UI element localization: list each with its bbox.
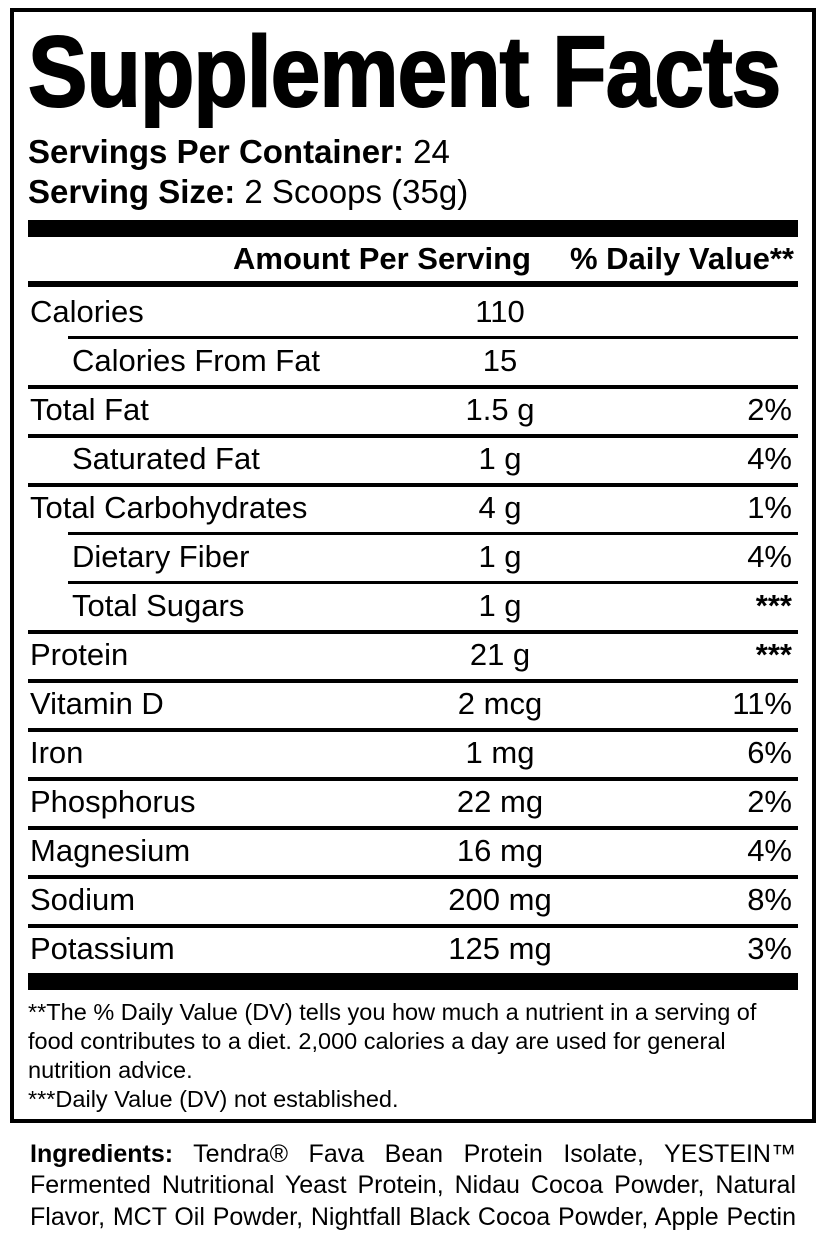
- row-daily-value: 1%: [747, 489, 792, 525]
- row-amount: 110: [475, 293, 525, 329]
- row-amount: 22 mg: [456, 783, 544, 819]
- row-amount: 1 mg: [465, 734, 535, 770]
- table-row: Iron 1 mg 6%: [28, 728, 798, 777]
- row-amount: 16 mg: [456, 832, 544, 868]
- serving-size-line: Serving Size: 2 Scoops (35g): [28, 172, 798, 212]
- daily-value-footnote: **The % Daily Value (DV) tells you how m…: [28, 999, 757, 1084]
- row-amount: 2 mcg: [457, 685, 543, 721]
- table-row: Total Carbohydrates 4 g 1%: [28, 483, 798, 532]
- row-label: Potassium: [30, 930, 175, 966]
- row-amount: 4 g: [478, 489, 522, 525]
- nutrient-table: Calories 110 Calories From Fat 15 Total …: [28, 287, 798, 973]
- table-row: Total Fat 1.5 g 2%: [28, 385, 798, 434]
- row-label: Calories: [30, 293, 144, 329]
- table-row: Dietary Fiber 1 g 4%: [28, 532, 798, 581]
- row-daily-value: 3%: [747, 930, 792, 966]
- table-row: Calories From Fat 15: [28, 336, 798, 385]
- row-amount: 200 mg: [448, 881, 552, 917]
- table-header-row: Amount Per Serving % Daily Value**: [28, 237, 798, 287]
- row-label: Total Sugars: [72, 587, 245, 623]
- table-row: Sodium 200 mg 8%: [28, 875, 798, 924]
- row-daily-value: 4%: [747, 440, 792, 476]
- row-label: Sodium: [30, 881, 136, 917]
- row-amount: 15: [482, 342, 518, 378]
- row-amount: 1 g: [478, 538, 522, 574]
- serving-info: Servings Per Container: 24 Serving Size:…: [28, 132, 798, 212]
- daily-value-header: % Daily Value**: [569, 241, 794, 276]
- row-daily-value: 11%: [732, 685, 792, 721]
- row-label: Protein: [30, 636, 129, 672]
- table-row: Calories 110: [28, 287, 798, 336]
- row-label: Dietary Fiber: [72, 538, 250, 574]
- ingredients-text: Tendra® Fava Bean Protein Isolate, YESTE…: [30, 1139, 796, 1236]
- table-row: Saturated Fat 1 g 4%: [28, 434, 798, 483]
- table-row: Magnesium 16 mg 4%: [28, 826, 798, 875]
- serving-size-value: 2 Scoops (35g): [244, 173, 469, 210]
- table-row: Potassium 125 mg 3%: [28, 924, 798, 973]
- table-row: Phosphorus 22 mg 2%: [28, 777, 798, 826]
- row-label: Magnesium: [30, 832, 191, 868]
- row-amount: 125 mg: [448, 930, 552, 966]
- row-amount: 1 g: [478, 440, 522, 476]
- not-established-footnote: ***Daily Value (DV) not established.: [28, 1086, 399, 1113]
- row-label: Saturated Fat: [72, 440, 260, 476]
- row-daily-value: 4%: [747, 538, 792, 574]
- row-daily-value: 4%: [747, 832, 792, 868]
- table-row: Vitamin D 2 mcg 11%: [28, 679, 798, 728]
- row-label: Phosphorus: [30, 783, 196, 819]
- ingredients-paragraph: Ingredients: Tendra® Fava Bean Protein I…: [30, 1139, 796, 1236]
- ingredients-label: Ingredients:: [30, 1139, 174, 1168]
- row-daily-value: 8%: [747, 881, 792, 917]
- servings-per-container-label: Servings Per Container:: [28, 133, 404, 170]
- row-amount: 1 g: [478, 587, 522, 623]
- row-daily-value: 2%: [747, 391, 792, 427]
- row-label: Vitamin D: [30, 685, 164, 721]
- row-amount: 1.5 g: [465, 391, 535, 427]
- row-daily-value: 2%: [747, 783, 792, 819]
- row-label: Total Fat: [30, 391, 149, 427]
- serving-size-label: Serving Size:: [28, 173, 236, 210]
- row-daily-value: ***: [755, 636, 792, 672]
- table-row: Protein 21 g ***: [28, 630, 798, 679]
- row-label: Calories From Fat: [72, 342, 321, 378]
- amount-per-serving-header: Amount Per Serving: [233, 241, 531, 276]
- servings-per-container-line: Servings Per Container: 24: [28, 132, 798, 172]
- bottom-divider-bar: [28, 973, 798, 990]
- row-amount: 21 g: [469, 636, 531, 672]
- top-divider-bar: [28, 220, 798, 237]
- row-label: Total Carbohydrates: [30, 489, 308, 525]
- row-daily-value: ***: [755, 587, 792, 623]
- supplement-facts-panel: Supplement Facts Servings Per Container:…: [10, 8, 816, 1123]
- row-label: Iron: [30, 734, 84, 770]
- footnotes: **The % Daily Value (DV) tells you how m…: [28, 990, 798, 1115]
- row-daily-value: 6%: [747, 734, 792, 770]
- servings-per-container-value: 24: [413, 133, 450, 170]
- table-row: Total Sugars 1 g ***: [28, 581, 798, 630]
- panel-title: Supplement Facts: [27, 16, 782, 128]
